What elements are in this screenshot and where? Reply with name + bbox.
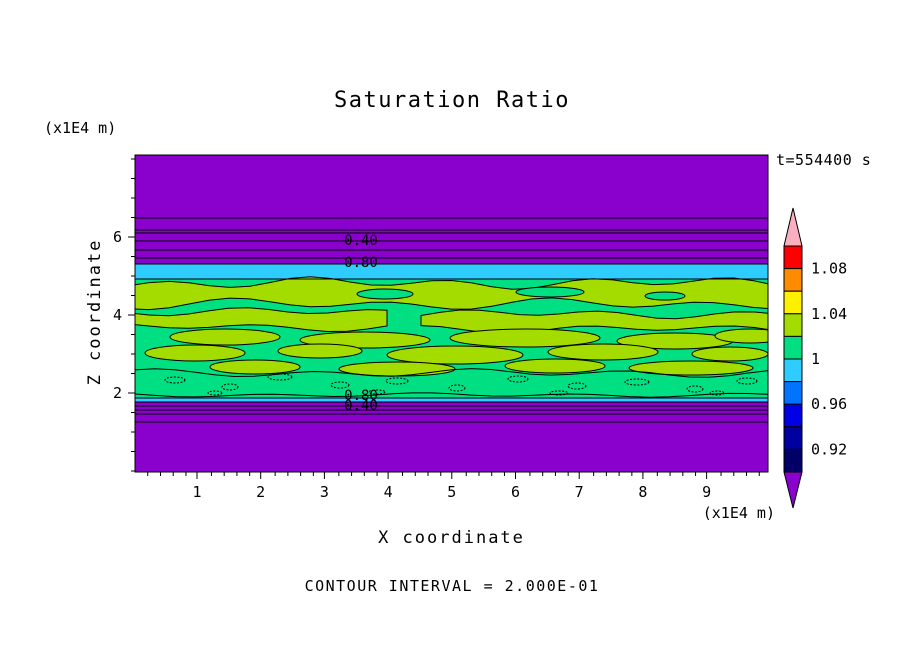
colorbar-label: 1.04 xyxy=(811,305,847,323)
field-hole xyxy=(356,288,414,300)
field-band-top-purple xyxy=(135,155,768,264)
colorbar-segment xyxy=(783,448,803,473)
y-tick-label: 2 xyxy=(113,384,122,402)
field-blob xyxy=(386,345,524,365)
contour-speckle xyxy=(368,389,386,395)
chart-title: Saturation Ratio xyxy=(334,88,570,113)
field-band-bottom-cyan xyxy=(135,398,768,402)
contour-speckle xyxy=(448,384,466,392)
contour-speckle xyxy=(567,382,587,390)
x-axis-title: X coordinate xyxy=(378,528,525,548)
colorbar-label: 0.92 xyxy=(811,440,847,458)
field-band-top-cyan xyxy=(135,264,768,279)
contour-value-label: 0.40 xyxy=(344,233,378,249)
field-wavy-band xyxy=(135,307,388,333)
field-wavy-band xyxy=(135,276,768,311)
colorbar-segment xyxy=(783,358,803,383)
contour-speckle xyxy=(207,390,223,396)
x-tick-label: 7 xyxy=(575,483,584,501)
colorbar-over-arrow xyxy=(783,207,803,247)
field-blob xyxy=(449,328,601,348)
field-blob xyxy=(547,343,659,361)
contour-speckle xyxy=(221,383,239,391)
contour-speckle xyxy=(507,375,529,383)
y-axis-unit-label: (x1E4 m) xyxy=(44,119,117,137)
contour-speckle xyxy=(549,390,569,396)
colorbar-segment xyxy=(783,335,803,360)
contour-wavy-line xyxy=(135,368,768,378)
x-axis-ticks: 1 2 3 4 5 6 7 8 9 xyxy=(147,472,760,501)
x-tick-label: 3 xyxy=(320,483,329,501)
colorbar: 1.08 1.04 1 0.96 0.92 xyxy=(783,207,847,509)
field-blob xyxy=(169,328,281,346)
colorbar-segment xyxy=(783,245,803,270)
x-tick-label: 9 xyxy=(702,483,711,501)
contour-speckle xyxy=(267,373,293,381)
x-tick-label: 2 xyxy=(256,483,265,501)
contour-speckle xyxy=(330,381,350,389)
field-blob xyxy=(277,343,363,359)
field-blob xyxy=(144,344,246,362)
x-tick-label: 5 xyxy=(447,483,456,501)
time-annotation: t=554400 s xyxy=(776,151,872,169)
field-hole xyxy=(644,291,686,301)
contour-speckle xyxy=(736,377,758,385)
contour-interval-note: CONTOUR INTERVAL = 2.000E-01 xyxy=(304,577,600,595)
contour-speckle xyxy=(709,390,725,396)
colorbar-segment xyxy=(783,403,803,428)
contour-speckle xyxy=(624,378,650,386)
y-tick-label: 4 xyxy=(113,306,122,324)
colorbar-segment xyxy=(783,313,803,337)
x-tick-label: 4 xyxy=(384,483,393,501)
contour-value-label: 0.80 xyxy=(344,388,378,404)
x-tick-label: 6 xyxy=(511,483,520,501)
colorbar-segment xyxy=(783,290,803,315)
colorbar-segment xyxy=(783,381,803,405)
colorbar-under-arrow xyxy=(783,471,803,509)
field-band-bottom-purple xyxy=(135,402,768,472)
field-blob xyxy=(691,346,768,362)
colorbar-label: 1.08 xyxy=(811,260,847,278)
colorbar-segment xyxy=(783,268,803,292)
contour-speckle xyxy=(385,377,409,385)
field-blob xyxy=(209,359,301,375)
x-tick-label: 1 xyxy=(192,483,201,501)
colorbar-label: 1 xyxy=(811,350,820,368)
contour-speckle xyxy=(686,385,704,393)
x-axis-unit-label: (x1E4 m) xyxy=(702,504,775,522)
field-blob xyxy=(714,328,768,344)
colorbar-segment xyxy=(783,426,803,450)
field-blob xyxy=(504,358,606,374)
contour-value-label: 0.40 xyxy=(344,398,378,414)
field: 0.400.800.800.40 xyxy=(135,155,768,472)
contour-value-label: 0.80 xyxy=(344,255,378,271)
y-tick-label: 6 xyxy=(113,228,122,246)
colorbar-label: 0.96 xyxy=(811,395,847,413)
field-blob xyxy=(628,360,754,376)
x-tick-label: 8 xyxy=(638,483,647,501)
y-axis-ticks: 6 4 2 xyxy=(113,158,135,472)
field-hole xyxy=(515,286,585,298)
contour-wavy-line xyxy=(135,392,768,398)
contour-speckle xyxy=(164,376,186,384)
